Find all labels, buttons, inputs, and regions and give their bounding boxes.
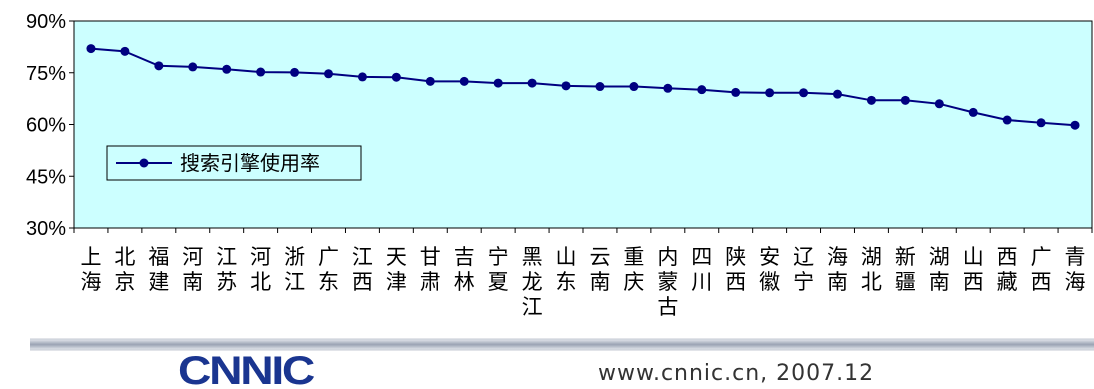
data-point bbox=[86, 44, 96, 54]
data-point bbox=[290, 67, 300, 77]
data-point bbox=[222, 64, 232, 74]
x-tick-label: 吉林 bbox=[454, 245, 475, 294]
x-tick-label: 宁夏 bbox=[488, 245, 509, 294]
x-tick-label: 云南 bbox=[589, 245, 610, 294]
x-tick-label: 陕西 bbox=[725, 245, 746, 294]
series-line bbox=[86, 44, 1080, 130]
legend: 搜索引擎使用率 bbox=[106, 145, 362, 181]
data-point bbox=[324, 69, 333, 79]
data-point bbox=[968, 107, 978, 117]
data-point bbox=[527, 78, 537, 88]
x-tick-label: 广东 bbox=[318, 245, 339, 294]
y-tick-label: 45% bbox=[26, 166, 66, 188]
x-tick-label: 福建 bbox=[148, 245, 169, 294]
data-point bbox=[391, 72, 401, 82]
x-tick-label: 浙江 bbox=[284, 245, 305, 294]
y-tick-label: 90% bbox=[26, 11, 66, 33]
data-point bbox=[120, 46, 130, 56]
x-tick-label: 山东 bbox=[556, 245, 577, 294]
data-point bbox=[1002, 115, 1012, 125]
data-point bbox=[765, 88, 775, 98]
x-tick-label: 河南 bbox=[182, 245, 203, 294]
x-axis: 上海北京福建河南江苏河北浙江广东江西天津甘肃吉林宁夏黑龙江山东云南重庆内蒙古四川… bbox=[73, 228, 1093, 319]
legend-marker-icon bbox=[139, 158, 149, 168]
x-tick-label: 上海 bbox=[80, 245, 101, 294]
x-tick-label: 湖南 bbox=[929, 245, 950, 294]
x-tick-label: 江西 bbox=[352, 245, 373, 294]
data-point bbox=[459, 76, 469, 86]
footer: CNNIC www.cnnic.cn, 2007.12 bbox=[30, 338, 1094, 389]
data-point bbox=[731, 87, 741, 97]
x-tick-label: 北京 bbox=[114, 245, 135, 294]
x-tick-label: 四川 bbox=[691, 245, 712, 294]
data-point bbox=[561, 81, 571, 91]
x-tick-label: 甘肃 bbox=[420, 245, 441, 294]
x-tick-label: 黑龙江 bbox=[522, 245, 543, 319]
footer-band bbox=[30, 339, 1094, 350]
x-tick-label: 西藏 bbox=[997, 245, 1018, 294]
y-tick-label: 75% bbox=[26, 63, 66, 85]
data-point bbox=[357, 72, 367, 82]
x-tick-label: 湖北 bbox=[861, 245, 882, 294]
x-tick-label: 内蒙古 bbox=[657, 245, 678, 319]
data-point bbox=[256, 67, 266, 77]
x-tick-label: 青海 bbox=[1065, 245, 1086, 294]
data-point bbox=[188, 62, 198, 72]
data-point bbox=[629, 82, 639, 92]
x-tick-label: 辽宁 bbox=[793, 245, 814, 294]
legend-label: 搜索引擎使用率 bbox=[180, 151, 320, 175]
data-point bbox=[697, 85, 707, 95]
data-point bbox=[900, 95, 910, 105]
plot-area bbox=[73, 20, 1093, 229]
x-tick-label: 山西 bbox=[963, 245, 984, 294]
x-tick-label: 新疆 bbox=[895, 245, 916, 294]
data-point bbox=[934, 99, 944, 109]
y-axis: 30% 45% 60% 75% 90% bbox=[26, 11, 74, 240]
x-tick-label: 天津 bbox=[386, 245, 407, 294]
cnnic-logo: CNNIC bbox=[178, 349, 314, 389]
x-tick-label: 重庆 bbox=[623, 245, 644, 294]
x-tick-label: 河北 bbox=[250, 245, 271, 294]
x-tick-label: 广西 bbox=[1031, 245, 1052, 294]
series-path bbox=[90, 47, 1076, 127]
y-tick-label: 60% bbox=[26, 115, 66, 137]
x-tick-label: 安徽 bbox=[759, 245, 780, 294]
x-tick-label: 海南 bbox=[827, 245, 848, 294]
data-point bbox=[493, 78, 503, 88]
data-point bbox=[1036, 118, 1046, 128]
y-tick-label: 30% bbox=[26, 218, 66, 240]
data-point bbox=[154, 61, 164, 71]
data-point bbox=[663, 83, 673, 93]
data-point bbox=[799, 88, 809, 98]
data-point bbox=[595, 82, 605, 92]
data-point bbox=[425, 76, 435, 86]
source-text: www.cnnic.cn, 2007.12 bbox=[598, 361, 874, 386]
data-point bbox=[1070, 120, 1080, 130]
x-tick-label: 江苏 bbox=[216, 245, 237, 294]
data-point bbox=[833, 89, 842, 99]
data-point bbox=[866, 95, 876, 105]
